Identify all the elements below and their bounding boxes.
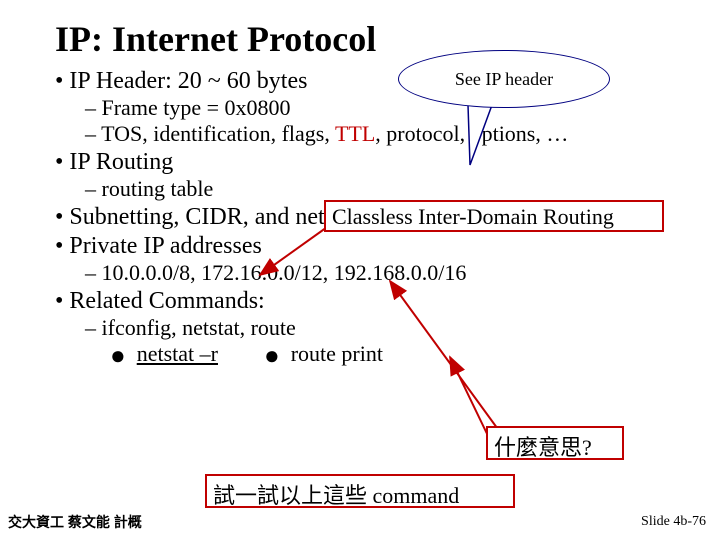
slide: IP: Internet Protocol See IP header IP H… [0,0,720,540]
bullet-related-commands: Related Commands: ifconfig, netstat, rou… [55,288,680,371]
slide-title: IP: Internet Protocol [55,18,680,60]
sub-commands: ifconfig, netstat, route [85,315,680,341]
footer-left: 交大資工 蔡文能 計概 [8,512,142,532]
dot-icon: ● [264,341,280,370]
sub-tos: TOS, identification, flags, TTL, protoco… [85,121,680,147]
dot-icon: ● [110,341,126,370]
bullet-private-ip: Private IP addresses 10.0.0.0/8, 172.16.… [55,233,680,286]
bullet-route-print: ● route print [264,341,383,371]
sub-frame-type: Frame type = 0x0800 [85,95,680,121]
redbox-cidr: Classless Inter-Domain Routing [324,200,664,232]
bullet-netstat: ● netstat –r [110,341,218,371]
bullet-ip-routing: IP Routing routing table [55,149,680,202]
sub-private-ranges: 10.0.0.0/8, 172.16.0.0/12, 192.168.0.0/1… [85,260,680,286]
redbox-meaning: 什麼意思? [486,426,624,460]
footer-right: Slide 4b-76 [641,514,706,530]
sub-routing-table: routing table [85,176,680,202]
redbox-try-commands: 試一試以上這些 command [205,474,515,508]
ttl-highlight: TTL [335,121,375,146]
callout-text: See IP header [455,69,553,90]
callout-see-ip-header: See IP header [398,50,610,108]
